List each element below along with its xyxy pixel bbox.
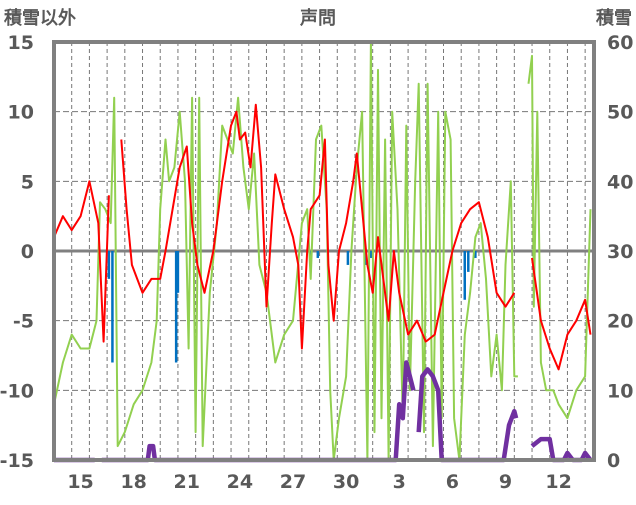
plot-frame — [52, 40, 596, 462]
y2-tick-label: 10 — [607, 380, 633, 402]
y2-tick-label: 20 — [607, 311, 633, 333]
y-tick-label: -5 — [13, 311, 34, 333]
right-axis-label: 積雪 — [595, 7, 632, 29]
y2-tick-label: 40 — [607, 171, 633, 193]
x-tick-label: 12 — [545, 471, 571, 493]
series-temp-line — [53, 103, 592, 371]
y-tick-label: 5 — [21, 171, 34, 193]
x-tick-label: 21 — [174, 471, 200, 493]
x-tick-label: 9 — [499, 471, 512, 493]
y-tick-label: 0 — [21, 241, 34, 263]
x-tick-label: 27 — [280, 471, 306, 493]
y-tick-label: 10 — [8, 102, 34, 124]
x-tick-label: 24 — [227, 471, 253, 493]
y-tick-label: 15 — [8, 32, 34, 54]
chart-title: 声問 — [299, 7, 336, 29]
y2-tick-label: 0 — [607, 450, 620, 472]
y2-tick-label: 60 — [607, 32, 633, 54]
x-tick-label: 18 — [120, 471, 146, 493]
y-tick-label: -15 — [0, 450, 34, 472]
x-tick-label: 30 — [333, 471, 359, 493]
series-snow-line — [54, 360, 593, 463]
y2-tick-label: 50 — [607, 102, 633, 124]
left-axis-label: 積雪以外 — [3, 7, 76, 29]
x-tick-label: 6 — [446, 471, 459, 493]
y2-tick-label: 30 — [607, 241, 633, 263]
x-tick-label: 15 — [67, 471, 93, 493]
x-tick-label: 3 — [393, 471, 406, 493]
y-tick-label: -10 — [0, 380, 34, 402]
